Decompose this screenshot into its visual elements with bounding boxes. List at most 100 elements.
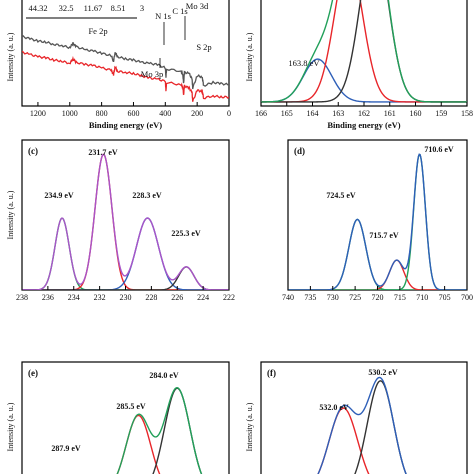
peak-annotation: Mo 3p <box>141 69 163 79</box>
x-tick-label: 700 <box>461 293 473 302</box>
peak-annotation: N 1s <box>155 11 171 21</box>
table-value: 32.5 <box>59 3 74 13</box>
panel-e-frame <box>21 361 230 474</box>
x-tick-label: 1000 <box>62 109 78 118</box>
x-tick-label: 710 <box>416 293 428 302</box>
x-tick-label: 735 <box>304 293 316 302</box>
panel-b: 166 165 164 163 162 161 160 159 158 Binding energ… <box>245 0 473 130</box>
peak-annotation: Mo 3d <box>186 1 209 11</box>
table-value: 11.67 <box>84 3 103 13</box>
x-tick-label: 705 <box>439 293 451 302</box>
y-axis-label: Intensity (a. u.) <box>6 190 15 239</box>
component-peak-0 <box>288 218 467 290</box>
peak-annotation: Fe 2p <box>88 26 107 36</box>
panel-f: Intensity (a. u.) (f) 530.2 eV 532.0 eV <box>245 361 468 474</box>
x-tick-label: 158 <box>461 109 473 118</box>
x-tick-label: 159 <box>435 109 447 118</box>
panel-c-frame <box>21 139 230 291</box>
table-value: 3 <box>140 3 144 13</box>
peak-layer <box>317 376 407 474</box>
component-peak-1 <box>22 153 229 290</box>
x-axis-label: Binding energy (eV) <box>327 120 400 130</box>
x-tick-label: 1200 <box>30 109 46 118</box>
component-peak-1 <box>261 0 467 103</box>
x-tick-label: 740 <box>282 293 294 302</box>
x-tick-label: 725 <box>349 293 361 302</box>
table-value: 44.32 <box>28 3 47 13</box>
peak-label: 163.8 eV <box>288 58 320 68</box>
envelope-curve <box>288 153 467 290</box>
survey-layer <box>22 35 229 102</box>
peak-annotation: C 1s <box>172 6 187 16</box>
peak-label: 225.3 eV <box>171 229 201 238</box>
y-axis-label: Intensity (a. u.) <box>245 402 254 451</box>
peak-label: 231.7 eV <box>88 148 118 157</box>
panel-label: (c) <box>28 146 38 156</box>
x-tick-label: 730 <box>327 293 339 302</box>
panel-a-frame <box>21 0 230 107</box>
peak-label: 724.5 eV <box>326 191 356 200</box>
panel-b-frame <box>260 0 468 107</box>
peak-label: 710.6 eV <box>424 145 454 154</box>
x-tick-label: 715 <box>394 293 406 302</box>
envelope-curve <box>261 0 467 103</box>
x-tick-label: 160 <box>410 109 422 118</box>
peak-layer <box>116 386 203 474</box>
peak-label: 234.9 eV <box>44 191 74 200</box>
x-tick-label: 200 <box>191 109 203 118</box>
x-tick-label: 222 <box>223 293 235 302</box>
y-axis-label: Intensity (a. u.) <box>245 32 254 81</box>
peak-label: 715.7 eV <box>369 231 399 240</box>
x-tick-label: 0 <box>227 109 231 118</box>
panel-label: (f) <box>267 368 276 378</box>
x-tick-label: 164 <box>307 109 319 118</box>
peak-label: 532.0 eV <box>319 403 349 412</box>
x-tick-label: 800 <box>96 109 108 118</box>
x-tick-label: 720 <box>372 293 384 302</box>
x-tick-label: 236 <box>42 293 54 302</box>
component-peak-2 <box>288 153 467 290</box>
x-tick-label: 165 <box>281 109 293 118</box>
peak-label: 285.5 eV <box>116 402 146 411</box>
peak-layer <box>22 153 229 290</box>
peak-label: 287.9 eV <box>51 444 81 453</box>
panel-d-frame <box>287 139 468 291</box>
survey-series-1 <box>22 50 229 102</box>
survey-series-0 <box>22 35 229 90</box>
panel-e: Intensity (a. u.) (e) 284.0 eV 285.5 eV 287.… <box>6 361 230 474</box>
x-tick-label: 600 <box>127 109 139 118</box>
peak-layer <box>288 153 467 290</box>
x-tick-label: 224 <box>197 293 209 302</box>
peak-label: 284.0 eV <box>149 371 179 380</box>
y-axis-label: Intensity (a. u.) <box>6 32 15 81</box>
envelope-curve <box>317 376 407 474</box>
x-axis-label: Binding energy (eV) <box>89 120 162 130</box>
panel-label: (d) <box>294 146 305 156</box>
component-peak-2 <box>22 217 229 290</box>
x-tick-label: 161 <box>384 109 396 118</box>
peak-label: 228.3 eV <box>132 191 162 200</box>
x-tick-label: 232 <box>94 293 106 302</box>
panel-label: (e) <box>28 368 38 378</box>
x-tick-label: 238 <box>16 293 28 302</box>
panel-f-frame <box>260 361 468 474</box>
envelope-curve <box>22 153 229 290</box>
x-tick-label: 400 <box>159 109 171 118</box>
component-peak-0 <box>317 407 370 474</box>
peak-annotation: S 2p <box>196 42 211 52</box>
table-value: 8.51 <box>111 3 126 13</box>
x-tick-label: 226 <box>171 293 183 302</box>
peak-label: 530.2 eV <box>368 368 398 377</box>
x-tick-label: 234 <box>68 293 80 302</box>
component-peak-2 <box>261 0 467 103</box>
component-peak-1 <box>354 380 407 474</box>
panel-d: 740 735 730 725 720 715 710 705 700 (d) 710.6 eV 72… <box>282 139 473 302</box>
panel-c: 238 236 234 232 230 228 226 224 222 Intensity (a.… <box>6 139 235 302</box>
x-tick-label: 230 <box>120 293 132 302</box>
x-tick-label: 162 <box>358 109 370 118</box>
peak-layer <box>261 0 467 103</box>
x-tick-label: 163 <box>332 109 344 118</box>
x-tick-label: 228 <box>145 293 157 302</box>
